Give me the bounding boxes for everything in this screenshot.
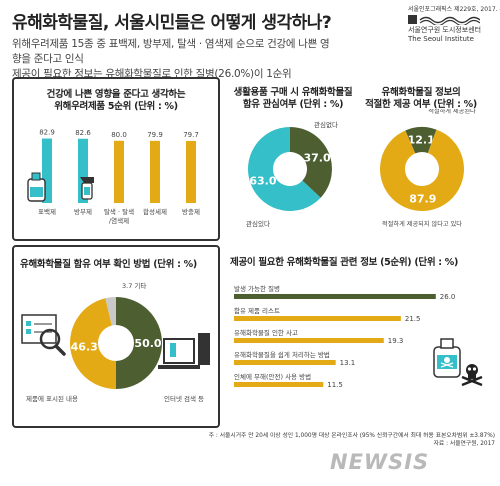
harmful-bar-value-3: 79.9 [147, 131, 163, 139]
newsis-watermark: NEWSIS [330, 450, 430, 474]
skull-crossbones-icon [461, 364, 483, 387]
harmful-products-title-line-1: 건강에 나쁜 영향을 준다고 생각하는 [46, 89, 186, 100]
bleach-bottle-icon [27, 172, 46, 202]
check-method-other-label: 3.7 기타 [122, 281, 146, 290]
harmful-bar-category-0-0: 표백제 [38, 207, 56, 216]
provision-value-label-0: 12.1 [408, 134, 435, 147]
info-provision-title-line-1: 유해화학물질 정보의 [381, 87, 461, 98]
needed-info-bar-1 [234, 316, 401, 321]
needed-info-category-4: 인체에 무해(안전) 사용 방법 [234, 372, 311, 381]
subtitle-line-1: 위해우려제품 15종 중 표백제, 방부제, 탈색 · 염색제 순으로 건강에 … [12, 38, 330, 65]
interest-title-line-2: 함유 관심여부 (단위 : %) [242, 99, 344, 110]
interest-value-label-1: 63.0 [249, 175, 276, 188]
harmful-products-title-line-2: 위해우려제품 5순위 (단위 : %) [54, 101, 178, 112]
info-provision-title-line-2: 적절한 제공 여부 (단위 : %) [365, 99, 477, 110]
harmful-bar-value-1: 82.6 [75, 129, 91, 137]
needed-info-bar-0 [234, 294, 436, 299]
harmful-products-title: 건강에 나쁜 영향을 준다고 생각하는 위해우려제품 5순위 (단위 : %) [14, 89, 218, 113]
harmful-products-bar-chart: 82.9 표백제 82.6 방부제 80.0 탈색 · 탈색/염색제 79.9 합성세제 79.… [27, 129, 200, 225]
laptop-icon [158, 333, 210, 369]
needed-info-value-3: 13.1 [340, 359, 356, 367]
harmful-bar-0 [42, 138, 52, 203]
page-subtitle: 위해우려제품 15종 중 표백제, 방부제, 탈색 · 염색제 순으로 건강에 … [12, 37, 332, 82]
needed-info-bar-chart: 발생 가능한 질병 26.0 함유 제품 리스트 21.5 유해화학물질 인한 사고 19… [234, 284, 483, 389]
needed-info-panel: 제공이 필요한 유해화학물질 관련 정보 (5순위) (단위 : %) 발생 가… [222, 245, 488, 428]
interest-slice-1 [248, 127, 321, 211]
needed-info-value-4: 11.5 [327, 381, 343, 389]
needed-info-bar-2 [234, 338, 384, 343]
provision-label-inadequate: 적절하게 제공되지 않다고 있다 [382, 220, 462, 228]
harmful-bar-category-1-0: 방부제 [74, 207, 92, 216]
provision-value-label-1: 87.9 [409, 192, 436, 205]
institute-name: 서울연구원 도시정보센터 The Seoul Institute [408, 26, 481, 44]
harmful-bar-value-2: 80.0 [111, 131, 127, 139]
needed-info-category-2: 유해화학물질 인한 사고 [234, 328, 298, 337]
check-method-label-product: 제품에 표시된 내용 [26, 394, 78, 403]
interest-label-yes: 관심있다 [246, 219, 270, 228]
check-method-panel: 유해화학물질 함유 여부 확인 방법 (단위 : %) 50.0 46.3 3.7 … [12, 245, 220, 428]
interest-info-panel: 생활용품 구매 시 유해화학물질 함유 관심여부 (단위 : %) 유해화학물질… [222, 77, 488, 241]
needed-info-bar-4 [234, 382, 324, 387]
harmful-bar-category-3-0: 합성세제 [143, 207, 167, 216]
check-method-title: 유해화학물질 함유 여부 확인 방법 (단위 : %) [20, 259, 197, 270]
footnote: 주 : 서울시거주 만 20세 이상 성인 1,000명 대상 온라인조사 (9… [150, 432, 495, 448]
harmful-bar-3 [150, 140, 160, 203]
needed-info-category-1: 함유 제품 리스트 [234, 306, 280, 315]
needed-info-category-0: 발생 가능한 질병 [234, 284, 280, 293]
page-title: 유해화학물질, 서울시민들은 어떻게 생각하나? [12, 13, 332, 33]
interest-title-line-1: 생활용품 구매 시 유해화학물질 [233, 87, 353, 98]
needed-info-category-3: 유해화학물질을 쉽게 처리하는 방법 [234, 350, 330, 359]
interest-slice-0 [290, 127, 332, 198]
interest-value-label-0: 37.0 [304, 151, 331, 164]
needed-info-value-0: 26.0 [440, 293, 456, 301]
needed-info-value-2: 19.3 [388, 337, 404, 345]
magnifier-icon [21, 314, 66, 356]
harmful-bar-4 [186, 141, 196, 203]
harmful-bar-category-2-1: /염색제 [109, 216, 129, 225]
interest-title: 생활용품 구매 시 유해화학물질 함유 관심여부 (단위 : %) [228, 87, 358, 111]
check-method-slice-2 [105, 297, 116, 326]
harmful-bar-category-2-0: 탈색 · 탈색 [104, 207, 134, 216]
check-method-slice-0 [116, 297, 162, 389]
provision-label-adequate: 적절하게 제공된다 [428, 109, 476, 115]
check-method-label-internet: 인터넷 검색 등 [164, 394, 204, 403]
institute-name-en: The Seoul Institute [408, 35, 474, 43]
info-provision-title: 유해화학물질 정보의 적절한 제공 여부 (단위 : %) [356, 87, 486, 111]
footnote-line-2: 자료 : 서울연구원, 2017 [433, 441, 495, 447]
institute-name-ko: 서울연구원 도시정보센터 [408, 26, 482, 34]
harmful-bar-2 [114, 140, 124, 203]
harmful-bar-value-4: 79.7 [183, 131, 199, 139]
interest-label-no: 관심없다 [314, 120, 338, 129]
needed-info-title: 제공이 필요한 유해화학물질 관련 정보 (5순위) (단위 : %) [230, 257, 459, 268]
harmful-bar-category-4-0: 방충제 [182, 207, 200, 216]
check-method-value-label-1: 46.3 [71, 341, 98, 354]
check-method-value-label-0: 50.0 [134, 337, 161, 350]
spray-bottle-icon [80, 177, 94, 200]
footnote-line-1: 주 : 서울시거주 만 20세 이상 성인 1,000명 대상 온라인조사 (9… [208, 433, 495, 439]
needed-info-value-1: 21.5 [405, 315, 421, 323]
needed-info-bar-3 [234, 360, 336, 365]
provision-slice-0 [405, 127, 437, 154]
source-tag: 서울인포그래픽스 제229호, 2017. 4. 3. [408, 6, 500, 13]
harmful-bar-1 [78, 138, 88, 203]
seoul-institute-logo-icon [408, 15, 480, 25]
harmful-products-panel: 건강에 나쁜 영향을 준다고 생각하는 위해우려제품 5순위 (단위 : %) … [12, 77, 220, 241]
provision-slice-1 [380, 129, 464, 211]
check-method-slice-1 [69, 298, 116, 389]
poison-bottle-icon [433, 338, 461, 378]
harmful-bar-value-0: 82.9 [39, 129, 55, 137]
